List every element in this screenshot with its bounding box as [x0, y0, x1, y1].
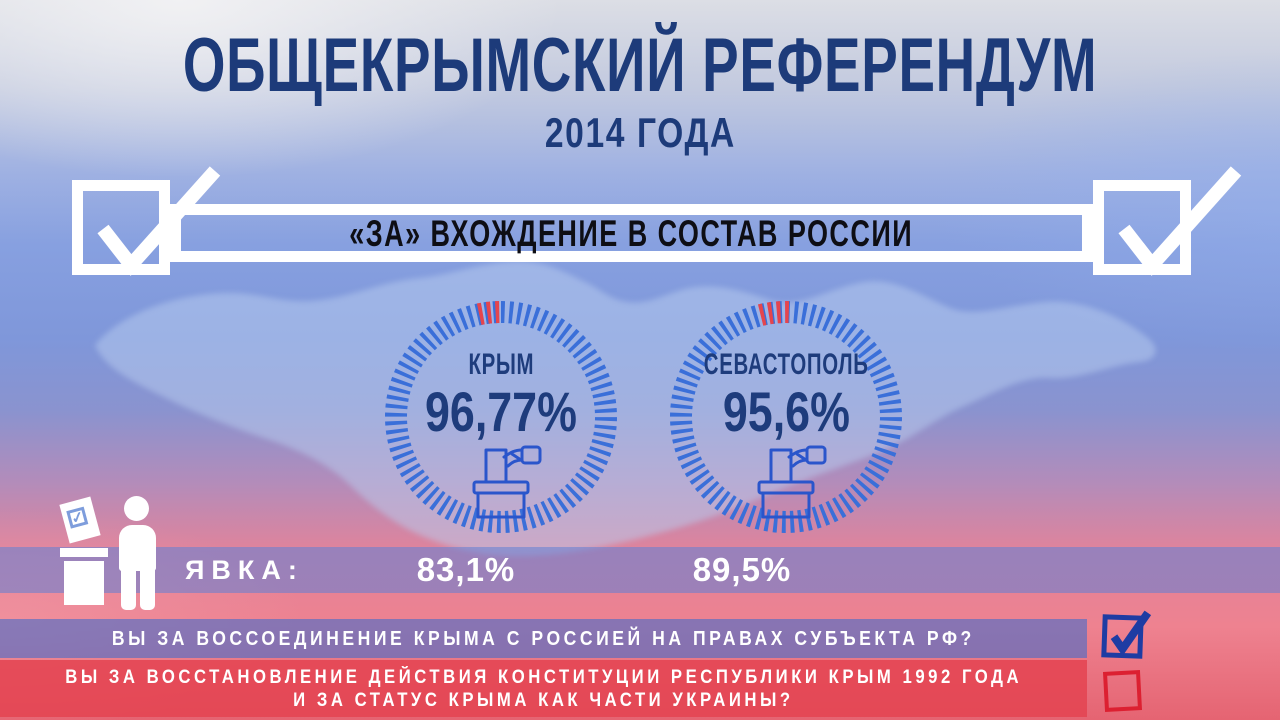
checkmark-icon: [1118, 166, 1242, 276]
checkmark-icon: [97, 166, 221, 276]
voter-icon: [124, 496, 149, 521]
checkbox-checked-icon: [72, 166, 221, 276]
checkbox-empty-icon: [1102, 670, 1143, 712]
turnout-value-crimea: 83,1%: [416, 551, 516, 588]
page-title-text: ОБЩЕКРЫМСКИЙ РЕФЕРЕНДУМ: [182, 23, 1098, 108]
donut-value-sevastopol: 95,6%: [722, 380, 850, 443]
ballot-box-icon: [757, 445, 827, 519]
question-2-band: ВЫ ЗА ВОССТАНОВЛЕНИЕ ДЕЙСТВИЯ КОНСТИТУЦИ…: [0, 660, 1087, 717]
question-2-line1: ВЫ ЗА ВОССТАНОВЛЕНИЕ ДЕЙСТВИЯ КОНСТИТУЦИ…: [65, 666, 1022, 688]
donut-ring-sevastopol: [670, 301, 902, 533]
donut-value-crimea: 96,77%: [425, 380, 577, 443]
donut-chart-crimea: КРЫМ 96,77%: [376, 292, 626, 542]
donut-chart-sevastopol: СЕВАСТОПОЛЬ 95,6%: [661, 292, 911, 542]
donut-label-crimea: КРЫМ: [468, 348, 534, 381]
donut-label-sevastopol: СЕВАСТОПОЛЬ: [703, 348, 869, 381]
banner-text: «ЗА» ВХОЖДЕНИЕ В СОСТАВ РОССИИ: [349, 212, 914, 254]
ballot-check-icon: ✓: [66, 506, 89, 529]
question-1-band: ВЫ ЗА ВОССОЕДИНЕНИЕ КРЫМА С РОССИЕЙ НА П…: [0, 619, 1087, 658]
page-title: ОБЩЕКРЫМСКИЙ РЕФЕРЕНДУМ: [0, 28, 1280, 104]
turnout-band: [0, 547, 1280, 593]
page-subtitle: 2014 ГОДА: [0, 112, 1280, 154]
checkbox-checked-icon: [1093, 166, 1242, 276]
voter-icon: [121, 569, 136, 610]
question-1-text: ВЫ ЗА ВОССОЕДИНЕНИЕ КРЫМА С РОССИЕЙ НА П…: [112, 627, 975, 650]
ballot-box-icon: [472, 445, 542, 519]
checkmark-icon: [1110, 610, 1152, 656]
banner-bar: «ЗА» ВХОЖДЕНИЕ В СОСТАВ РОССИИ: [170, 204, 1093, 262]
turnout-value-sevastopol: 89,5%: [692, 551, 792, 588]
checkbox-checked-icon: [1101, 610, 1152, 659]
ballot-box-icon: [60, 548, 108, 557]
page-subtitle-text: 2014 ГОДА: [544, 109, 736, 156]
voter-icon: [119, 525, 156, 571]
turnout-label: ЯВКА:: [185, 555, 304, 585]
ballot-box-icon: [64, 561, 104, 605]
question-2-line2: И ЗА СТАТУС КРЫМА КАК ЧАСТИ УКРАИНЫ?: [293, 689, 794, 711]
voter-icon: [140, 569, 155, 610]
donut-ring-crimea: [385, 301, 617, 533]
